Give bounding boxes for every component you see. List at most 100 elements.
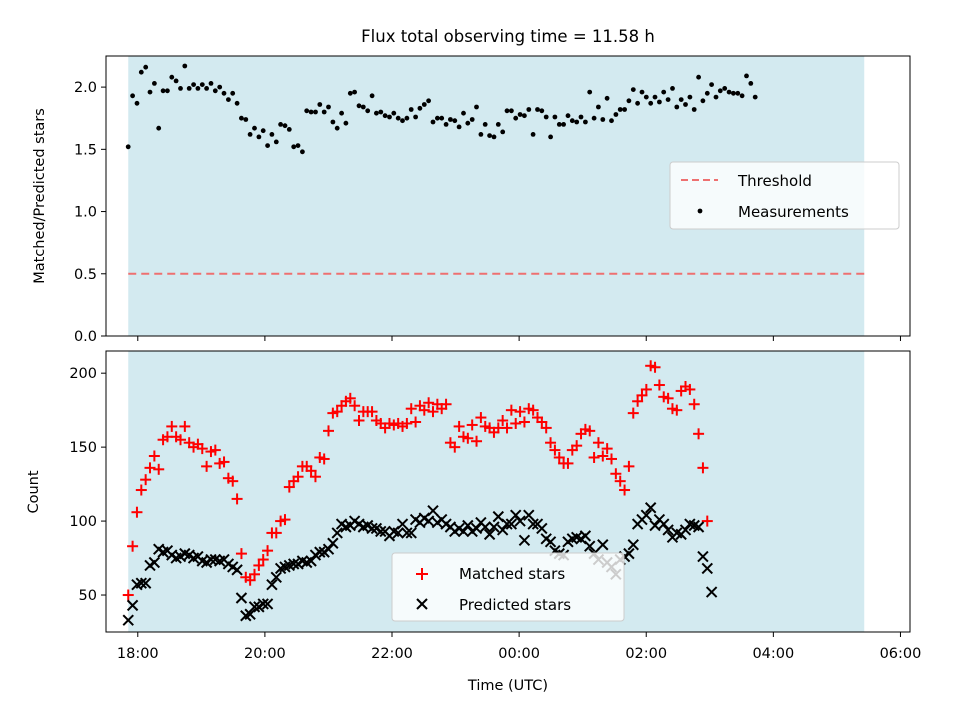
measurement-point (226, 97, 231, 102)
predicted-star-marker (287, 558, 300, 570)
predicted-star-marker (627, 539, 639, 551)
matched-star-marker (148, 450, 160, 462)
measurement-point (199, 82, 205, 87)
measurement-point (556, 122, 562, 127)
measurement-point (652, 94, 658, 100)
measurement-point (561, 122, 566, 127)
measurement-point (186, 86, 192, 91)
matched-star-marker (305, 465, 317, 477)
measurement-point (709, 82, 714, 87)
measurement-point (143, 64, 149, 70)
matched-star-marker (510, 417, 522, 429)
measurement-point (165, 88, 170, 94)
measurement-point (273, 139, 279, 145)
measurement-point (691, 107, 697, 112)
matched-stars-legend-swatch (416, 568, 428, 580)
matched-star-marker (632, 395, 644, 407)
predicted-star-marker (644, 502, 657, 514)
matched-star-marker (231, 493, 243, 505)
ratio-x-ticks (137, 336, 901, 341)
measurement-point (182, 63, 188, 69)
predicted-stars-points (122, 502, 718, 626)
matched-star-marker (153, 463, 165, 475)
matched-star-marker (201, 460, 213, 472)
predicted-stars-legend-swatch (416, 598, 428, 610)
matched-star-marker (262, 545, 274, 557)
predicted-star-marker (205, 553, 217, 566)
measurement-point (661, 89, 667, 95)
matched-star-marker (283, 481, 295, 493)
measurement-point (726, 89, 732, 95)
matched-star-marker (697, 462, 709, 474)
measurement-point (648, 100, 654, 106)
measurement-point (278, 122, 283, 127)
measurement-point (509, 108, 514, 114)
measurement-point (639, 89, 645, 95)
count-plot-frame (105, 350, 911, 633)
matched-star-marker (562, 457, 574, 469)
measurement-point (195, 86, 201, 91)
ratio-y-tick-label: 1.5 (74, 142, 97, 158)
matched-star-marker (423, 397, 435, 409)
measurement-point (578, 114, 584, 120)
predicted-star-marker (257, 598, 269, 610)
measurement-point (513, 115, 519, 121)
measurement-point (731, 90, 736, 96)
predicted-star-marker (679, 524, 692, 536)
measurement-point (217, 84, 223, 90)
matched-star-marker (166, 420, 178, 432)
measurement-point (269, 132, 275, 137)
matched-star-marker (196, 443, 208, 455)
ratio-y-tick-label: 0.5 (74, 267, 97, 283)
matched-star-marker (449, 441, 461, 453)
measurement-point (587, 89, 593, 95)
count-y-tick-label: 150 (69, 440, 97, 456)
predicted-star-marker (462, 519, 474, 532)
predicted-star-marker (658, 518, 670, 530)
x-tick-label: 18:00 (117, 646, 159, 662)
matched-star-marker (671, 404, 683, 416)
matched-star-marker (688, 398, 700, 410)
matched-star-marker (127, 540, 139, 552)
ratio-plot-frame (105, 55, 911, 337)
measurement-point (657, 99, 662, 105)
measurement-point (535, 107, 540, 112)
matched-star-marker (527, 404, 539, 416)
measurement-point (152, 81, 157, 86)
matched-star-marker (610, 468, 622, 480)
measurement-point (295, 143, 301, 149)
matched-star-marker (366, 406, 378, 418)
matched-star-marker (597, 450, 609, 462)
measurement-point (569, 118, 575, 124)
predicted-star-marker (470, 522, 483, 535)
measurement-point (391, 110, 397, 116)
matched-star-marker (545, 437, 557, 449)
count-y-tick-label: 200 (69, 366, 97, 382)
measurement-point (635, 100, 640, 106)
measurement-point (208, 81, 214, 86)
matched-star-marker (640, 383, 652, 395)
measurement-point (717, 88, 723, 94)
predicted-star-marker (248, 601, 261, 613)
matched-star-marker (475, 412, 487, 424)
measurement-point (469, 117, 475, 122)
measurement-point (369, 93, 375, 99)
measurement-point (334, 125, 340, 131)
measurement-point (517, 112, 523, 117)
matched-star-marker (418, 404, 430, 416)
measurement-point (426, 98, 431, 104)
measurement-point (752, 94, 758, 100)
measurement-point (435, 115, 440, 121)
measurement-point (461, 110, 466, 116)
predicted-star-marker (270, 571, 282, 583)
measurement-point (583, 119, 588, 125)
measurement-point (356, 103, 362, 109)
matched-star-marker (584, 425, 596, 437)
predicted-star-marker (483, 528, 496, 541)
measurement-point (596, 104, 601, 110)
measurement-point (178, 86, 183, 91)
predicted-star-marker (536, 522, 548, 535)
measurement-point (282, 123, 288, 129)
matched-star-marker (410, 416, 422, 428)
measurement-point (495, 122, 501, 127)
